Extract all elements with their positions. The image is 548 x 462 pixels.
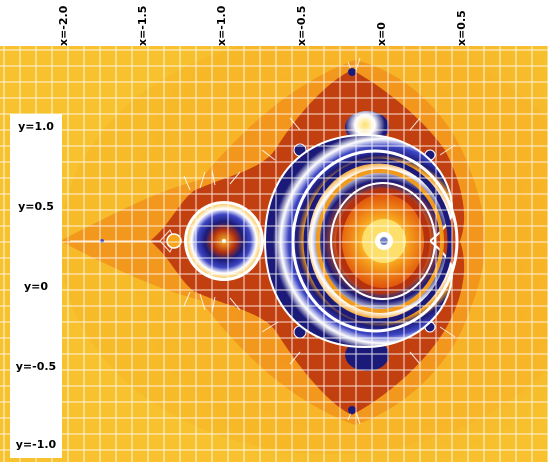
- x-tick-label-0: x=0: [375, 22, 388, 46]
- cardioid-rings: [291, 149, 459, 333]
- y-tick-label-1-0: y=1.0: [18, 120, 54, 133]
- x-axis-header: x=-2.0 x=-1.5 x=-1.0 x=-0.5 x=0 x=0.5: [0, 0, 548, 46]
- x-tick-label-neg-1-0: x=-1.0: [215, 5, 228, 46]
- y-tick-label-0-5: y=0.5: [18, 200, 54, 213]
- x-tick-label-neg-0-5: x=-0.5: [295, 5, 308, 46]
- small-left-bulb: [166, 233, 182, 249]
- x-tick-label-neg-1-5: x=-1.5: [136, 5, 149, 46]
- x-tick-label-0-5: x=0.5: [455, 10, 468, 46]
- y-tick-label-neg-1-0: y=-1.0: [15, 438, 57, 451]
- y-tick-label-neg-0-5: y=-0.5: [15, 360, 57, 373]
- x-tick-label-neg-2-0: x=-2.0: [57, 5, 70, 46]
- y-axis-panel: y=1.0 y=0.5 y=0 y=-0.5 y=-1.0: [10, 114, 62, 458]
- y-tick-label-0: y=0: [23, 280, 49, 293]
- fractal-canvas[interactable]: y=1.0 y=0.5 y=0 y=-0.5 y=-1.0: [0, 46, 548, 462]
- grid-lines: [0, 46, 548, 462]
